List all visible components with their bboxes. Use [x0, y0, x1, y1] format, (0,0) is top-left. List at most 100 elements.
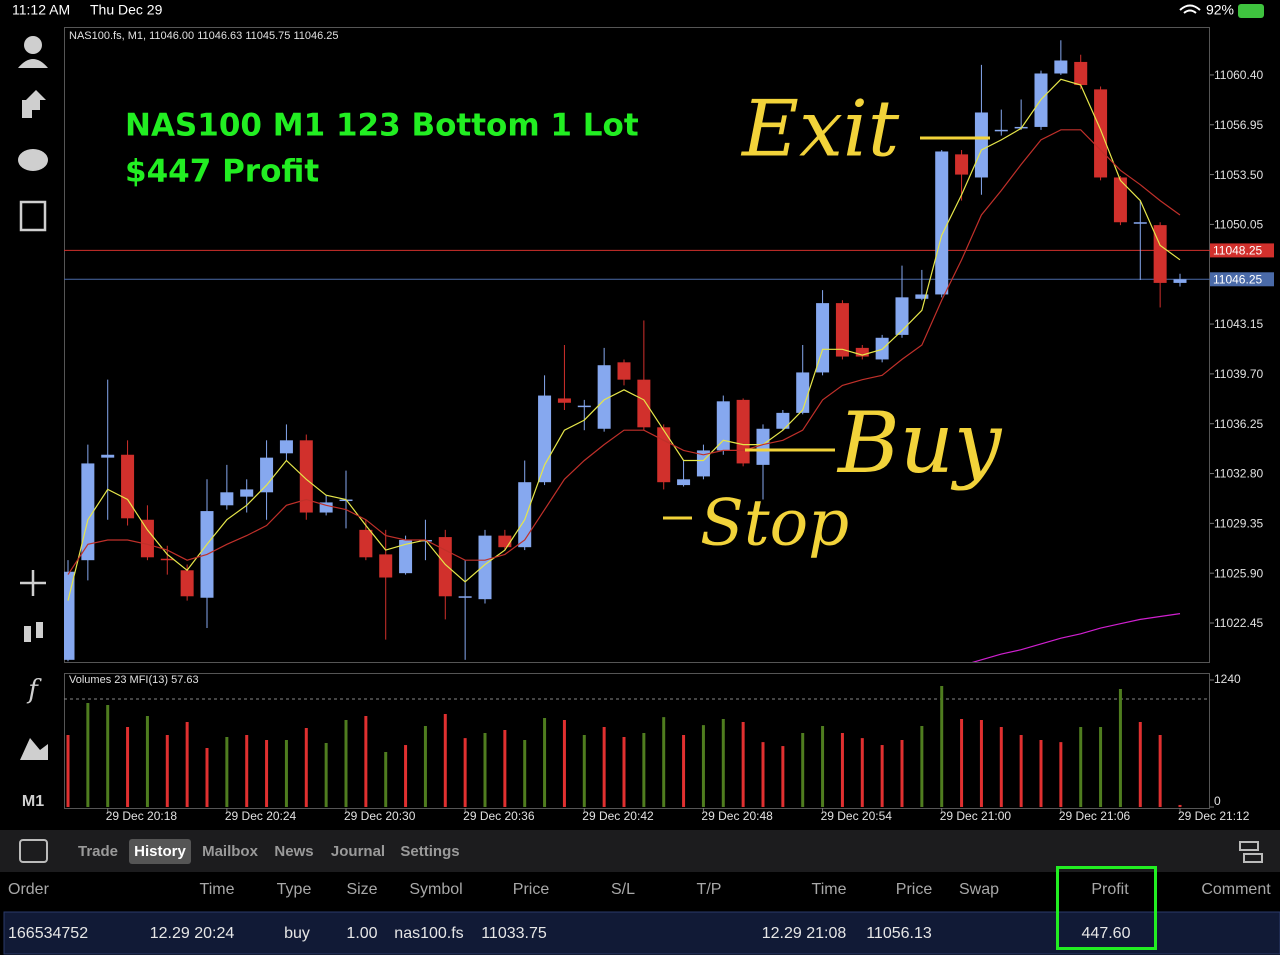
x-tick-label: 29 Dec 21:00	[940, 809, 1012, 823]
column-header: Profit	[1091, 881, 1129, 898]
profit-highlight	[1056, 866, 1157, 950]
price-plot	[64, 40, 1210, 662]
candle-body	[220, 492, 234, 506]
price-line-label-bg	[1210, 272, 1274, 287]
chart-frame	[64, 27, 1210, 663]
indicator-line	[67, 129, 1181, 575]
x-tick-label: 29 Dec 20:48	[701, 809, 773, 823]
crosshair-icon[interactable]	[20, 570, 46, 596]
table-cell: buy	[284, 925, 310, 942]
price-line-label: 11048.25	[1213, 244, 1262, 258]
tab[interactable]: Settings	[400, 843, 459, 860]
active-tab-bg	[129, 839, 191, 864]
candle-body	[458, 596, 472, 598]
y-tick-label: 11039.70	[1214, 367, 1263, 381]
price-line-label: 11046.25	[1213, 272, 1262, 286]
table-cell: 166534752	[8, 925, 88, 942]
layout-icon[interactable]	[1239, 841, 1263, 863]
candle-body	[1054, 60, 1068, 74]
y-tick-label: 11025.90	[1214, 566, 1263, 580]
column-header: Price	[513, 881, 550, 898]
candle-body	[716, 401, 730, 451]
column-header: Comment	[1201, 881, 1271, 898]
battery-level: 92%	[1206, 2, 1234, 18]
volume-tick-label: 0	[1214, 794, 1221, 808]
candle-body	[756, 428, 770, 465]
volume-plot	[66, 686, 1182, 807]
candle-body	[855, 347, 869, 357]
tab[interactable]: Mailbox	[202, 843, 258, 860]
candle-body	[557, 398, 571, 403]
candle-body	[81, 463, 95, 561]
table-cell: nas100.fs	[394, 925, 463, 942]
volume-tick-label: 1240	[1214, 672, 1241, 686]
candle-body	[1094, 89, 1108, 178]
chart-header: NAS100.fs, M1, 11046.00 11046.63 11045.7…	[69, 30, 339, 42]
column-header: Price	[896, 881, 933, 898]
candle-body	[1113, 177, 1127, 223]
column-header: Swap	[959, 881, 999, 898]
x-tick-label: 29 Dec 20:36	[463, 809, 535, 823]
account-icon-body	[18, 59, 48, 68]
candle-body	[180, 570, 194, 597]
candle-body	[160, 558, 174, 561]
chat-icon[interactable]	[18, 149, 48, 171]
candle-body	[994, 129, 1008, 132]
table-cell: 11056.13	[866, 925, 932, 942]
candle-body	[796, 372, 810, 413]
column-header: Symbol	[409, 881, 462, 898]
y-tick-label: 11022.45	[1214, 616, 1263, 630]
x-tick-label: 29 Dec 21:12	[1178, 809, 1250, 823]
candle-body	[438, 537, 452, 597]
x-tick-label: 29 Dec 20:54	[821, 809, 893, 823]
candle-body	[121, 454, 135, 519]
y-tick-label: 11036.25	[1214, 417, 1263, 431]
wifi-icon	[1179, 4, 1201, 14]
indicators-icon[interactable]: f	[26, 675, 42, 705]
indicator-line	[67, 78, 1181, 601]
candle-body	[935, 151, 949, 295]
candle-body	[816, 303, 830, 373]
column-header: T/P	[697, 881, 722, 898]
candle-body	[1074, 61, 1088, 86]
x-tick-label: 29 Dec 20:42	[582, 809, 654, 823]
objects-icon[interactable]	[20, 738, 48, 760]
y-tick-label: 11060.40	[1214, 68, 1263, 82]
candle-body	[915, 294, 929, 299]
candle-body	[637, 379, 651, 428]
candle-body	[617, 362, 631, 380]
column-header: S/L	[611, 881, 635, 898]
tab[interactable]: News	[274, 843, 313, 860]
candle-body	[140, 519, 154, 558]
account-icon[interactable]	[24, 36, 42, 54]
table-cell: 12.29 21:08	[762, 925, 847, 942]
timeframe-button[interactable]: M1	[22, 793, 44, 810]
annotation-buy: Buy	[836, 394, 1003, 492]
chart-title: NAS100 M1 123 Bottom 1 Lot	[125, 108, 639, 144]
candle-body	[955, 154, 969, 175]
table-cell: 12.29 20:24	[150, 925, 235, 942]
transfer-icon[interactable]	[22, 90, 46, 118]
status-time: 11:12 AM	[12, 2, 70, 18]
chart-type-icon[interactable]	[24, 622, 43, 642]
price-line-label-bg	[1210, 243, 1274, 258]
volume-frame	[64, 673, 1210, 809]
candle-body	[538, 395, 552, 483]
candle-body	[736, 399, 750, 464]
tab[interactable]: Trade	[78, 843, 118, 860]
candle-body	[1173, 279, 1187, 283]
candle-body	[657, 427, 671, 483]
candle-body	[677, 479, 691, 486]
candle-body	[498, 535, 512, 548]
candle-body	[260, 457, 274, 493]
tab[interactable]: History	[134, 843, 186, 860]
new-order-icon[interactable]	[19, 200, 47, 232]
tab-bar	[0, 830, 1280, 872]
y-tick-label: 11032.80	[1214, 467, 1263, 481]
calendar-icon[interactable]	[19, 839, 48, 863]
x-tick-label: 29 Dec 21:06	[1059, 809, 1131, 823]
history-table: Order Time Type Size Symbol Price S/L T/P Time Pr…	[8, 881, 1271, 942]
tab[interactable]: Journal	[331, 843, 385, 860]
annotation-stop: Stop	[700, 487, 849, 561]
table-cell: 1.00	[346, 925, 377, 942]
